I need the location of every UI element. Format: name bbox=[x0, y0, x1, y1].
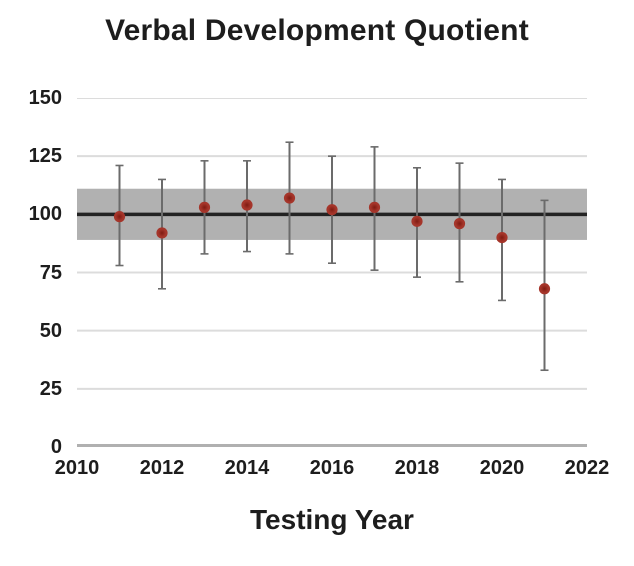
data-point-2011 bbox=[113, 211, 126, 223]
x-tick-label-2022: 2022 bbox=[564, 457, 610, 479]
x-tick-label-2012: 2012 bbox=[139, 457, 185, 479]
data-point-2018 bbox=[411, 215, 423, 227]
data-point-2014 bbox=[241, 199, 253, 211]
x-tick-label-2016: 2016 bbox=[309, 457, 355, 479]
chart-title: Verbal Development Quotient bbox=[105, 14, 529, 47]
data-point-2015 bbox=[283, 192, 296, 204]
plot-canvas bbox=[77, 98, 587, 447]
x-tick-label-2010: 2010 bbox=[54, 457, 100, 479]
y-tick-label-125: 125 bbox=[28, 145, 62, 168]
y-tick-label-0: 0 bbox=[50, 436, 62, 458]
data-point-2013 bbox=[198, 201, 211, 213]
data-point-2012 bbox=[156, 227, 168, 239]
data-point-2019 bbox=[453, 218, 466, 230]
data-point-2017 bbox=[368, 201, 381, 213]
y-tick-label-25: 25 bbox=[39, 377, 62, 400]
y-tick-label-75: 75 bbox=[39, 261, 62, 284]
data-point-2021 bbox=[538, 283, 551, 295]
x-axis-label: Testing Year bbox=[250, 504, 414, 535]
x-tick-label-2014: 2014 bbox=[224, 457, 270, 479]
x-tick-label-2018: 2018 bbox=[394, 457, 440, 479]
y-tick-label-100: 100 bbox=[28, 203, 62, 226]
plot-area bbox=[77, 98, 587, 447]
y-tick-label-150: 150 bbox=[28, 87, 62, 109]
data-point-2020 bbox=[496, 232, 508, 244]
data-point-2016 bbox=[326, 204, 338, 216]
y-tick-label-50: 50 bbox=[39, 319, 62, 342]
x-tick-label-2020: 2020 bbox=[479, 457, 525, 479]
